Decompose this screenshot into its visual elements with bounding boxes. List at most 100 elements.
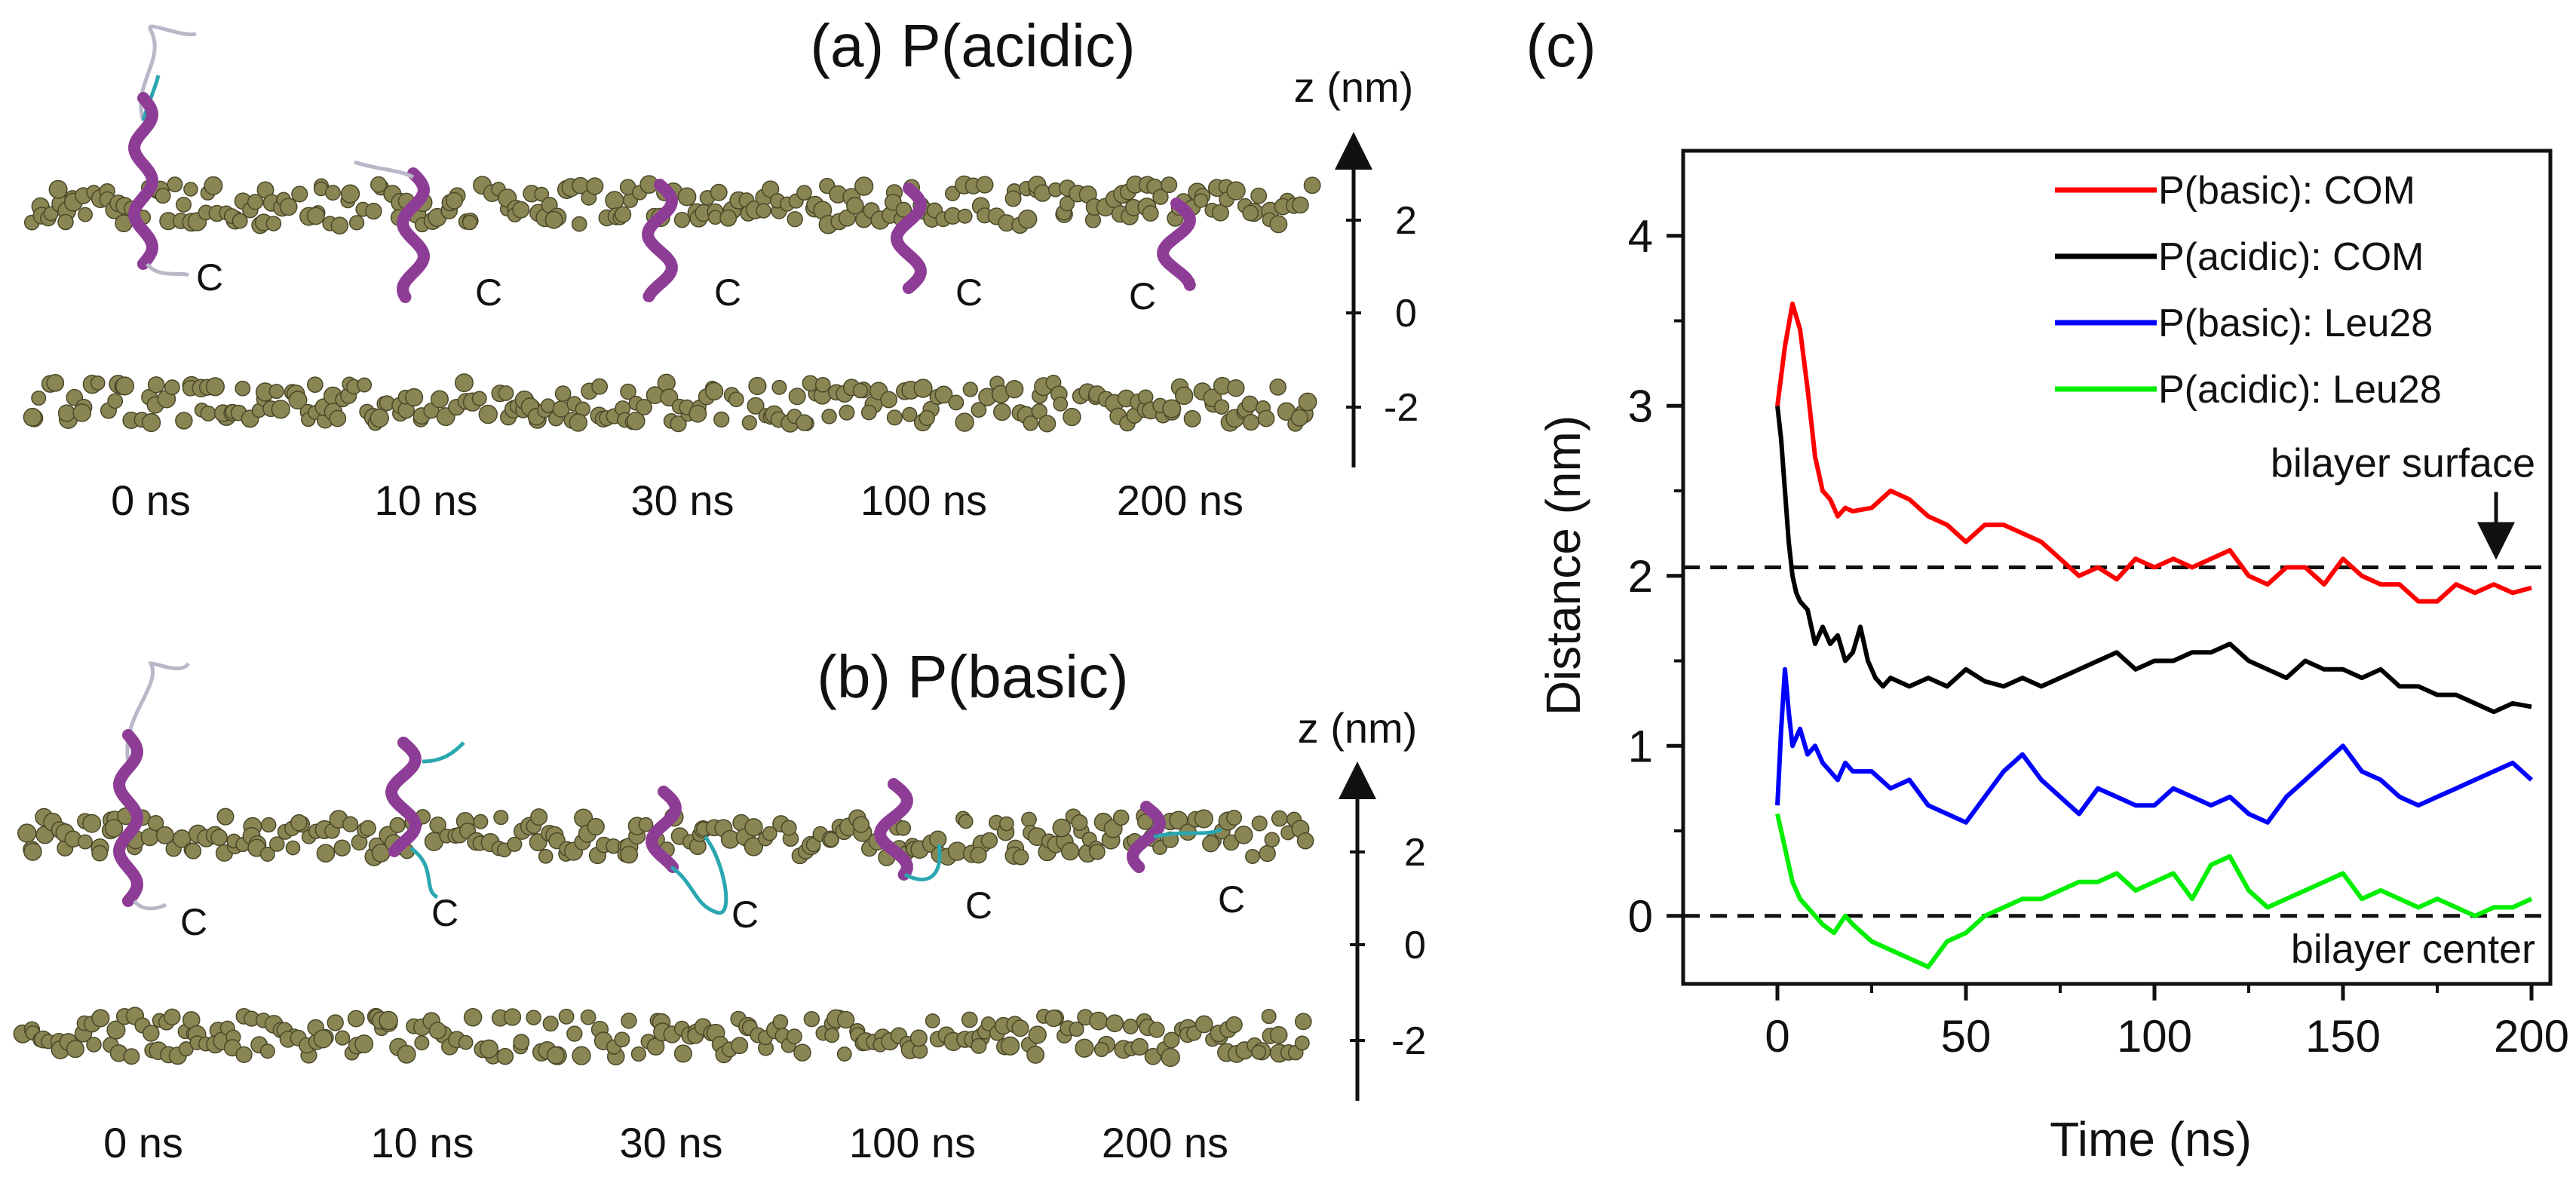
lipid-headgroup-bead — [77, 834, 93, 850]
lipid-headgroup-bead — [1163, 1031, 1180, 1049]
lipid-headgroup-bead — [1251, 1044, 1267, 1060]
lipid-headgroup-bead — [744, 837, 764, 856]
lipid-headgroup-bead — [771, 379, 787, 395]
lipid-headgroup-bead — [1004, 190, 1022, 207]
lipid-headgroup-bead — [210, 829, 228, 847]
lipid-headgroup-bead — [546, 1046, 565, 1065]
lipid-headgroup-bead — [1226, 181, 1246, 201]
panel-a-acidic-snapshots: (a) P(acidic) z (nm) 2 0 -2 0 ns 10 ns 3… — [23, 12, 1418, 524]
lipid-headgroup-bead — [1023, 415, 1039, 431]
lipid-headgroup-bead — [48, 179, 68, 199]
lipid-headgroup-bead — [657, 373, 676, 392]
lipid-headgroup-bead — [852, 382, 869, 399]
series-lines — [1775, 302, 2534, 970]
lipid-headgroup-bead — [741, 415, 757, 431]
panel-b-z-tick-label: -2 — [1391, 1019, 1426, 1063]
lipid-headgroup-bead — [458, 1034, 474, 1050]
panel-b-peptides — [113, 661, 1223, 915]
lipid-headgroup-bead — [104, 819, 124, 838]
lipid-headgroup-bead — [971, 402, 987, 418]
lipid-headgroup-bead — [91, 1009, 110, 1028]
lipid-headgroup-bead — [846, 196, 864, 215]
lipid-headgroup-bead — [925, 1013, 940, 1028]
lipid-headgroup-bead — [379, 1010, 398, 1031]
lipid-headgroup-bead — [1211, 204, 1229, 222]
lipid-headgroup-bead — [329, 409, 347, 427]
lipid-headgroup-bead — [957, 208, 973, 224]
lipid-headgroup-bead — [1202, 835, 1219, 853]
lipid-headgroup-bead — [566, 1025, 583, 1042]
x-axis-label: Time (ns) — [2050, 1112, 2252, 1166]
lipid-headgroup-bead — [306, 207, 325, 225]
lipid-headgroup-bead — [688, 404, 707, 423]
lipid-headgroup-bead — [620, 383, 636, 400]
lipid-headgroup-bead — [1193, 193, 1209, 208]
lipid-headgroup-bead — [327, 1014, 344, 1031]
bilayer-center-label: bilayer center — [2291, 927, 2535, 972]
lipid-headgroup-bead — [1225, 1016, 1243, 1034]
panel-b-z-tick-label: 0 — [1404, 924, 1426, 967]
lipid-headgroup-bead — [1052, 818, 1072, 838]
lipid-headgroup-bead — [626, 411, 646, 431]
lipid-headgroup-bead — [569, 413, 587, 432]
lipid-headgroup-bead — [621, 1013, 637, 1029]
lipid-headgroup-bead — [836, 1046, 852, 1062]
lipid-headgroup-bead — [507, 836, 523, 852]
lipid-headgroup-bead — [503, 1008, 522, 1026]
lipid-headgroup-bead — [793, 1043, 811, 1062]
lipid-headgroup-bead — [673, 1044, 692, 1063]
lipid-headgroup-bead — [288, 391, 308, 410]
panel-a-peptides — [128, 24, 1196, 303]
panel-a-z-tick-label: 2 — [1395, 199, 1417, 243]
panel-b-basic-snapshots: (b) P(basic) z (nm) 2 0 -2 0 ns 10 ns 30… — [13, 643, 1426, 1166]
lipid-headgroup-bead — [216, 807, 235, 826]
lipid-headgroup-bead — [860, 404, 877, 421]
lipid-headgroup-bead — [526, 1010, 541, 1025]
peptide-coil — [670, 835, 728, 915]
series-line — [1775, 666, 2534, 825]
y-tick-label: 2 — [1628, 551, 1653, 602]
lipid-headgroup-bead — [259, 847, 275, 862]
lipid-headgroup-bead — [1013, 849, 1029, 866]
peptide-helix — [113, 729, 143, 907]
lipid-headgroup-bead — [1194, 1015, 1213, 1034]
lipid-headgroup-bead — [744, 818, 763, 837]
lipid-headgroup-bead — [204, 176, 223, 195]
lipid-headgroup-bead — [57, 213, 74, 231]
lipid-headgroup-bead — [429, 816, 446, 834]
lipid-headgroup-bead — [1148, 1022, 1165, 1038]
lipid-headgroup-bead — [265, 216, 282, 231]
lipid-headgroup-bead — [1033, 184, 1052, 202]
lipid-headgroup-bead — [587, 817, 605, 836]
lipid-headgroup-bead — [961, 1011, 978, 1028]
lipid-headgroup-bead — [473, 814, 489, 829]
lipid-headgroup-bead — [259, 1043, 275, 1059]
lipid-headgroup-bead — [895, 820, 912, 836]
lipid-headgroup-bead — [1269, 378, 1286, 396]
lipid-headgroup-bead — [185, 842, 202, 860]
peptide-helix — [642, 179, 678, 302]
lipid-headgroup-bead — [167, 176, 183, 193]
lipid-headgroup-bead — [1194, 809, 1213, 829]
lipid-headgroup-bead — [82, 814, 102, 833]
lipid-headgroup-bead — [772, 1014, 789, 1030]
lipid-headgroup-bead — [902, 406, 918, 422]
c-terminus-label: C — [1129, 275, 1156, 317]
lipid-headgroup-bead — [183, 182, 198, 197]
lipid-headgroup-bead — [86, 1037, 102, 1053]
lipid-headgroup-bead — [1017, 209, 1038, 229]
panel-a-c-terminus-labels: C C C C C — [196, 256, 1156, 317]
lipid-headgroup-bead — [478, 404, 498, 424]
peptide-coil — [422, 741, 465, 764]
lipid-headgroup-bead — [232, 213, 248, 229]
lipid-headgroup-bead — [756, 203, 771, 219]
peptide-helix — [397, 167, 430, 303]
lipid-headgroup-bead — [1175, 386, 1194, 406]
lipid-headgroup-bead — [1038, 415, 1056, 433]
snapshot-time-label: 100 ns — [860, 476, 987, 524]
lipid-headgroup-bead — [493, 810, 509, 826]
lipid-headgroup-bead — [854, 176, 874, 196]
lipid-headgroup-bead — [1214, 399, 1230, 415]
panel-a-title: (a) P(acidic) — [810, 12, 1135, 79]
